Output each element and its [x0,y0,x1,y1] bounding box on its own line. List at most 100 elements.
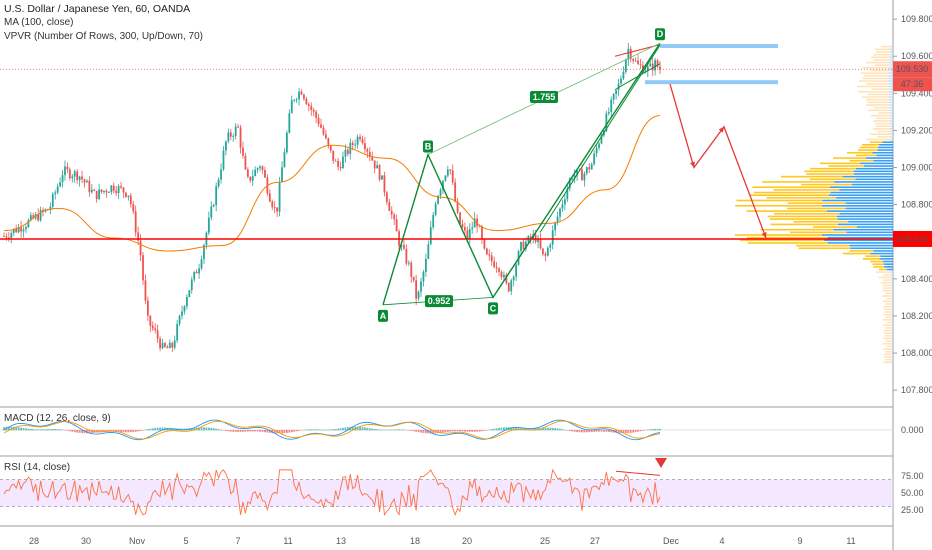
macd-hist-bar [544,427,547,431]
candle-body [459,212,461,224]
macd-hist-bar [473,430,476,432]
candle [239,124,242,154]
vp-bar-up [883,263,893,265]
candle-body [461,223,464,228]
candle [546,245,549,257]
candle [632,57,635,64]
candle [342,151,344,169]
candle [166,344,169,349]
vp-bar-down [747,236,828,239]
vp-bar-down [806,173,855,175]
vp-bar-up [845,207,893,210]
macd-hist-bar [461,430,464,432]
vp-bar-down [752,186,830,189]
candle-body [49,206,52,210]
candle [403,239,405,251]
vp-bar-up [879,143,893,146]
macd-hist-bar [561,429,564,431]
macd-hist-bar [161,427,164,431]
candle [176,320,179,343]
candle-body [78,176,81,181]
candle-body [624,59,627,72]
candle-body [242,147,244,156]
candle-body [376,165,379,169]
candle [129,193,132,208]
vp-bar-down [875,125,891,128]
candle-body [39,209,42,221]
macd-hist-bar [642,430,644,431]
vp-bar-down [801,183,852,186]
vpvr-indicator-label: VPVR (Number Of Rows, 300, Up/Down, 70) [4,31,203,42]
candle [183,305,186,315]
candle [595,143,598,158]
vp-bar-down [884,356,892,358]
candle-body [359,136,361,140]
vp-bar-up [866,157,893,159]
candle-body [142,255,144,281]
macd-hist-bar [568,430,571,431]
vp-bar-up [882,141,893,143]
level-price-label: 108.615 [896,234,929,244]
vp-bar-up [888,75,893,77]
candle [410,260,413,283]
target-zone-bar [660,44,778,49]
candle-body [437,195,439,204]
vp-bar-down [865,98,889,101]
macd-hist-bar [454,430,457,432]
macd-signal-line [3,420,661,440]
vp-bar-down [874,64,891,67]
macd-hist-bar [259,430,261,432]
vp-bar-up [890,125,893,128]
candle-body [190,279,193,291]
candle-body [585,167,588,174]
candle [451,164,454,185]
candle-body [81,176,83,180]
macd-hist-bar [249,430,252,432]
candle-body [588,167,591,170]
macd-hist-bar [34,429,37,431]
candle [573,169,576,184]
vp-bar-down [883,324,892,326]
candle-body [361,139,364,144]
candle-body [156,330,159,339]
rsi-band [0,479,893,507]
candle-body [334,160,337,162]
candle-body [439,189,442,196]
vp-bar-down [809,178,856,181]
candle [64,160,66,181]
candle [144,274,147,305]
candle [256,167,259,173]
macd-hist-bar [466,430,469,432]
macd-hist-bar [385,429,388,431]
vp-bar-up [891,281,893,284]
candle-body [590,164,593,170]
macd-hist-bar [285,430,288,433]
macd-hist-bar [203,427,205,431]
vp-bar-up [888,61,893,64]
macd-hist-bar [237,430,240,432]
vp-bar-down [750,194,829,197]
vp-bar-up [877,146,893,149]
candle [649,60,652,67]
candle [3,232,5,238]
vp-bar-up [889,133,893,135]
candle-body [29,215,32,221]
rsi-tick-label: 75.00 [901,471,924,481]
candle [112,182,115,194]
macd-hist-bar [373,428,376,431]
candle [461,219,464,229]
candle [639,58,642,70]
candle [549,242,552,252]
macd-hist-bar [132,430,135,433]
vp-bar-up [891,303,893,305]
vp-bar-down [736,199,823,202]
candle-body [388,202,391,211]
candle-body [283,152,286,168]
candle-body [385,192,388,203]
candle-body [422,271,425,282]
macd-hist-bar [656,428,659,431]
candle [329,145,332,154]
vp-bar-down [773,189,840,191]
time-tick-label: 30 [81,536,91,546]
